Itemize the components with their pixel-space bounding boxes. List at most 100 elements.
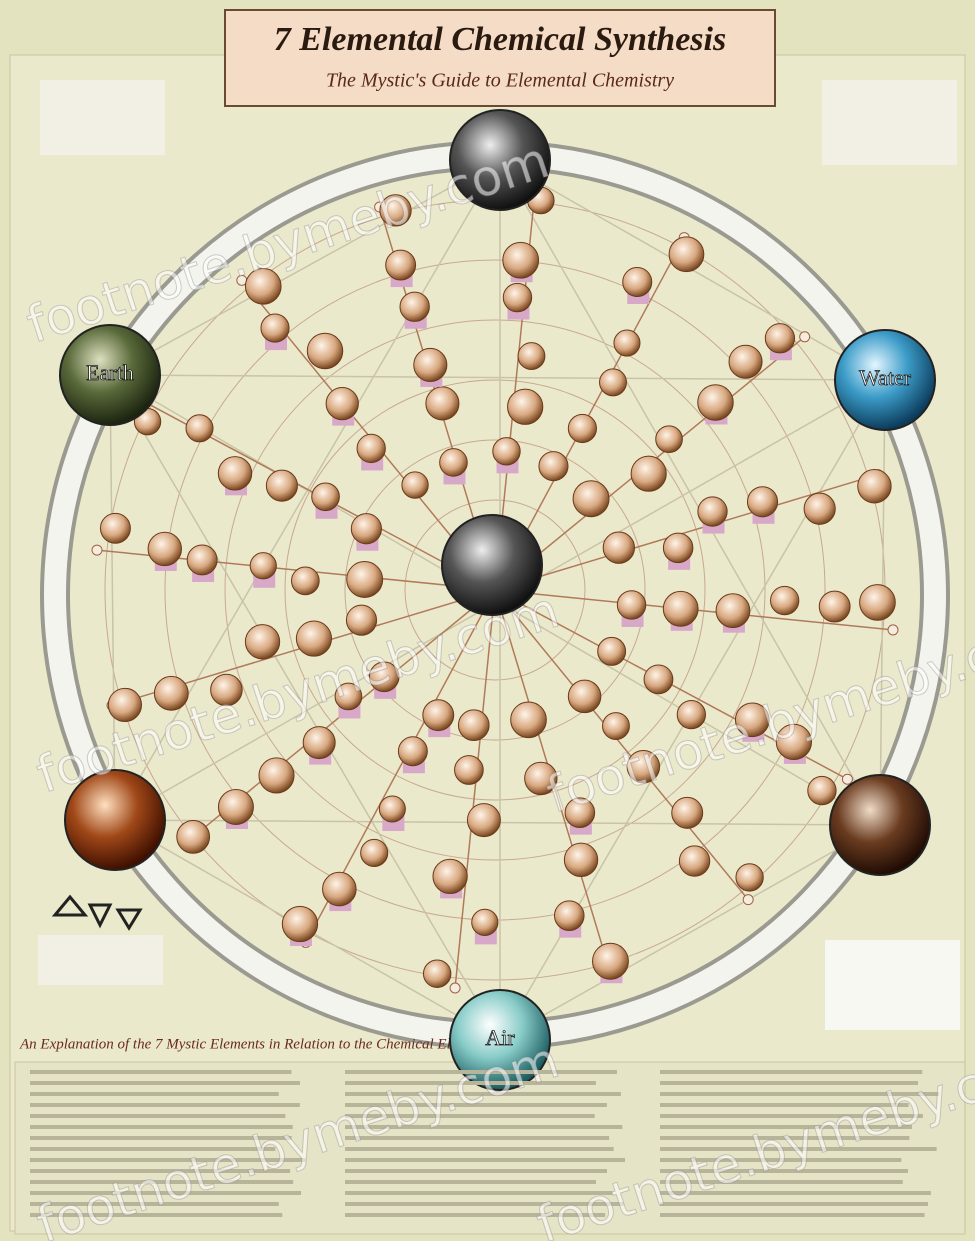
end-node (842, 774, 852, 784)
subtitle: The Mystic's Guide to Elemental Chemistr… (326, 70, 674, 92)
element-node (573, 481, 609, 517)
element-node (326, 387, 358, 419)
text-line (660, 1081, 918, 1085)
element-node (402, 472, 428, 498)
element-node (669, 237, 704, 272)
element-node (361, 839, 388, 866)
element-node (259, 758, 294, 793)
element-node (598, 637, 626, 665)
element-node (716, 594, 750, 628)
element-node (357, 434, 385, 462)
element-node (614, 330, 640, 356)
element-sphere (830, 775, 930, 875)
element-node (819, 591, 850, 622)
element-node (804, 493, 835, 524)
element-node (568, 680, 601, 713)
text-line (660, 1213, 925, 1217)
element-node (186, 415, 213, 442)
element-node (433, 859, 467, 893)
element-node (472, 909, 498, 935)
text-line (660, 1070, 922, 1074)
element-node (623, 267, 652, 296)
element-node (631, 456, 666, 491)
element-node (458, 710, 489, 741)
element-node (351, 514, 381, 544)
text-line (345, 1169, 607, 1173)
end-node (92, 545, 102, 555)
element-node (414, 348, 447, 381)
text-line (30, 1114, 285, 1118)
element-node (736, 864, 763, 891)
element-node (218, 457, 251, 490)
element-node (400, 292, 429, 321)
element-node (503, 242, 539, 278)
element-node (568, 414, 596, 442)
element-node (307, 333, 342, 368)
legend-box (825, 940, 960, 1030)
element-node (282, 906, 317, 941)
element-node (698, 497, 727, 526)
element-node (698, 385, 733, 420)
element-node (729, 345, 762, 378)
element-node (593, 943, 629, 979)
element-node (296, 621, 331, 656)
element-node (554, 901, 584, 931)
page: {"header": {"title": "7 Elemental Chemic… (0, 0, 975, 1241)
element-node (765, 324, 794, 353)
element-node (600, 369, 627, 396)
element-node (747, 487, 777, 517)
element-node (770, 586, 798, 614)
element-node (148, 532, 181, 565)
element-node (493, 438, 520, 465)
element-node (467, 804, 500, 837)
element-node (503, 283, 531, 311)
text-line (30, 1070, 291, 1074)
element-node (347, 562, 383, 598)
text-line (30, 1081, 300, 1085)
text-line (345, 1180, 596, 1184)
element-node (245, 625, 279, 659)
element-node (386, 250, 416, 280)
element-node (508, 389, 543, 424)
element-node (440, 449, 468, 477)
text-line (30, 1092, 279, 1096)
element-node (423, 960, 450, 987)
element-node (860, 585, 896, 621)
end-node (450, 983, 460, 993)
legend-box (822, 80, 957, 165)
sphere-label: Water (859, 365, 912, 390)
element-node (679, 846, 709, 876)
end-node (743, 895, 753, 905)
element-node (266, 470, 297, 501)
element-node (187, 545, 217, 575)
element-node (603, 532, 634, 563)
text-line (345, 1147, 614, 1151)
element-node (518, 343, 545, 370)
element-node (261, 314, 289, 342)
element-node (858, 470, 891, 503)
element-node (177, 820, 210, 853)
element-node (663, 591, 698, 626)
element-node (564, 843, 597, 876)
end-node (800, 332, 810, 342)
element-node (663, 533, 693, 563)
text-line (345, 1158, 625, 1162)
text-line (30, 1103, 300, 1107)
element-node (379, 796, 405, 822)
element-node (426, 387, 459, 420)
element-node (250, 553, 276, 579)
element-node (511, 702, 547, 738)
element-node (644, 665, 673, 694)
element-node (323, 872, 357, 906)
legend-box (38, 935, 163, 985)
element-node (455, 756, 484, 785)
sphere-label: Earth (86, 360, 134, 385)
end-node (888, 625, 898, 635)
element-node (100, 513, 130, 543)
poster: 7 Elemental Chemical Synthesis The Mysti… (0, 0, 975, 1241)
legend-box (40, 80, 165, 155)
element-node (291, 567, 319, 595)
element-node (398, 737, 427, 766)
title: 7 Elemental Chemical Synthesis (274, 21, 726, 58)
element-node (808, 776, 836, 804)
